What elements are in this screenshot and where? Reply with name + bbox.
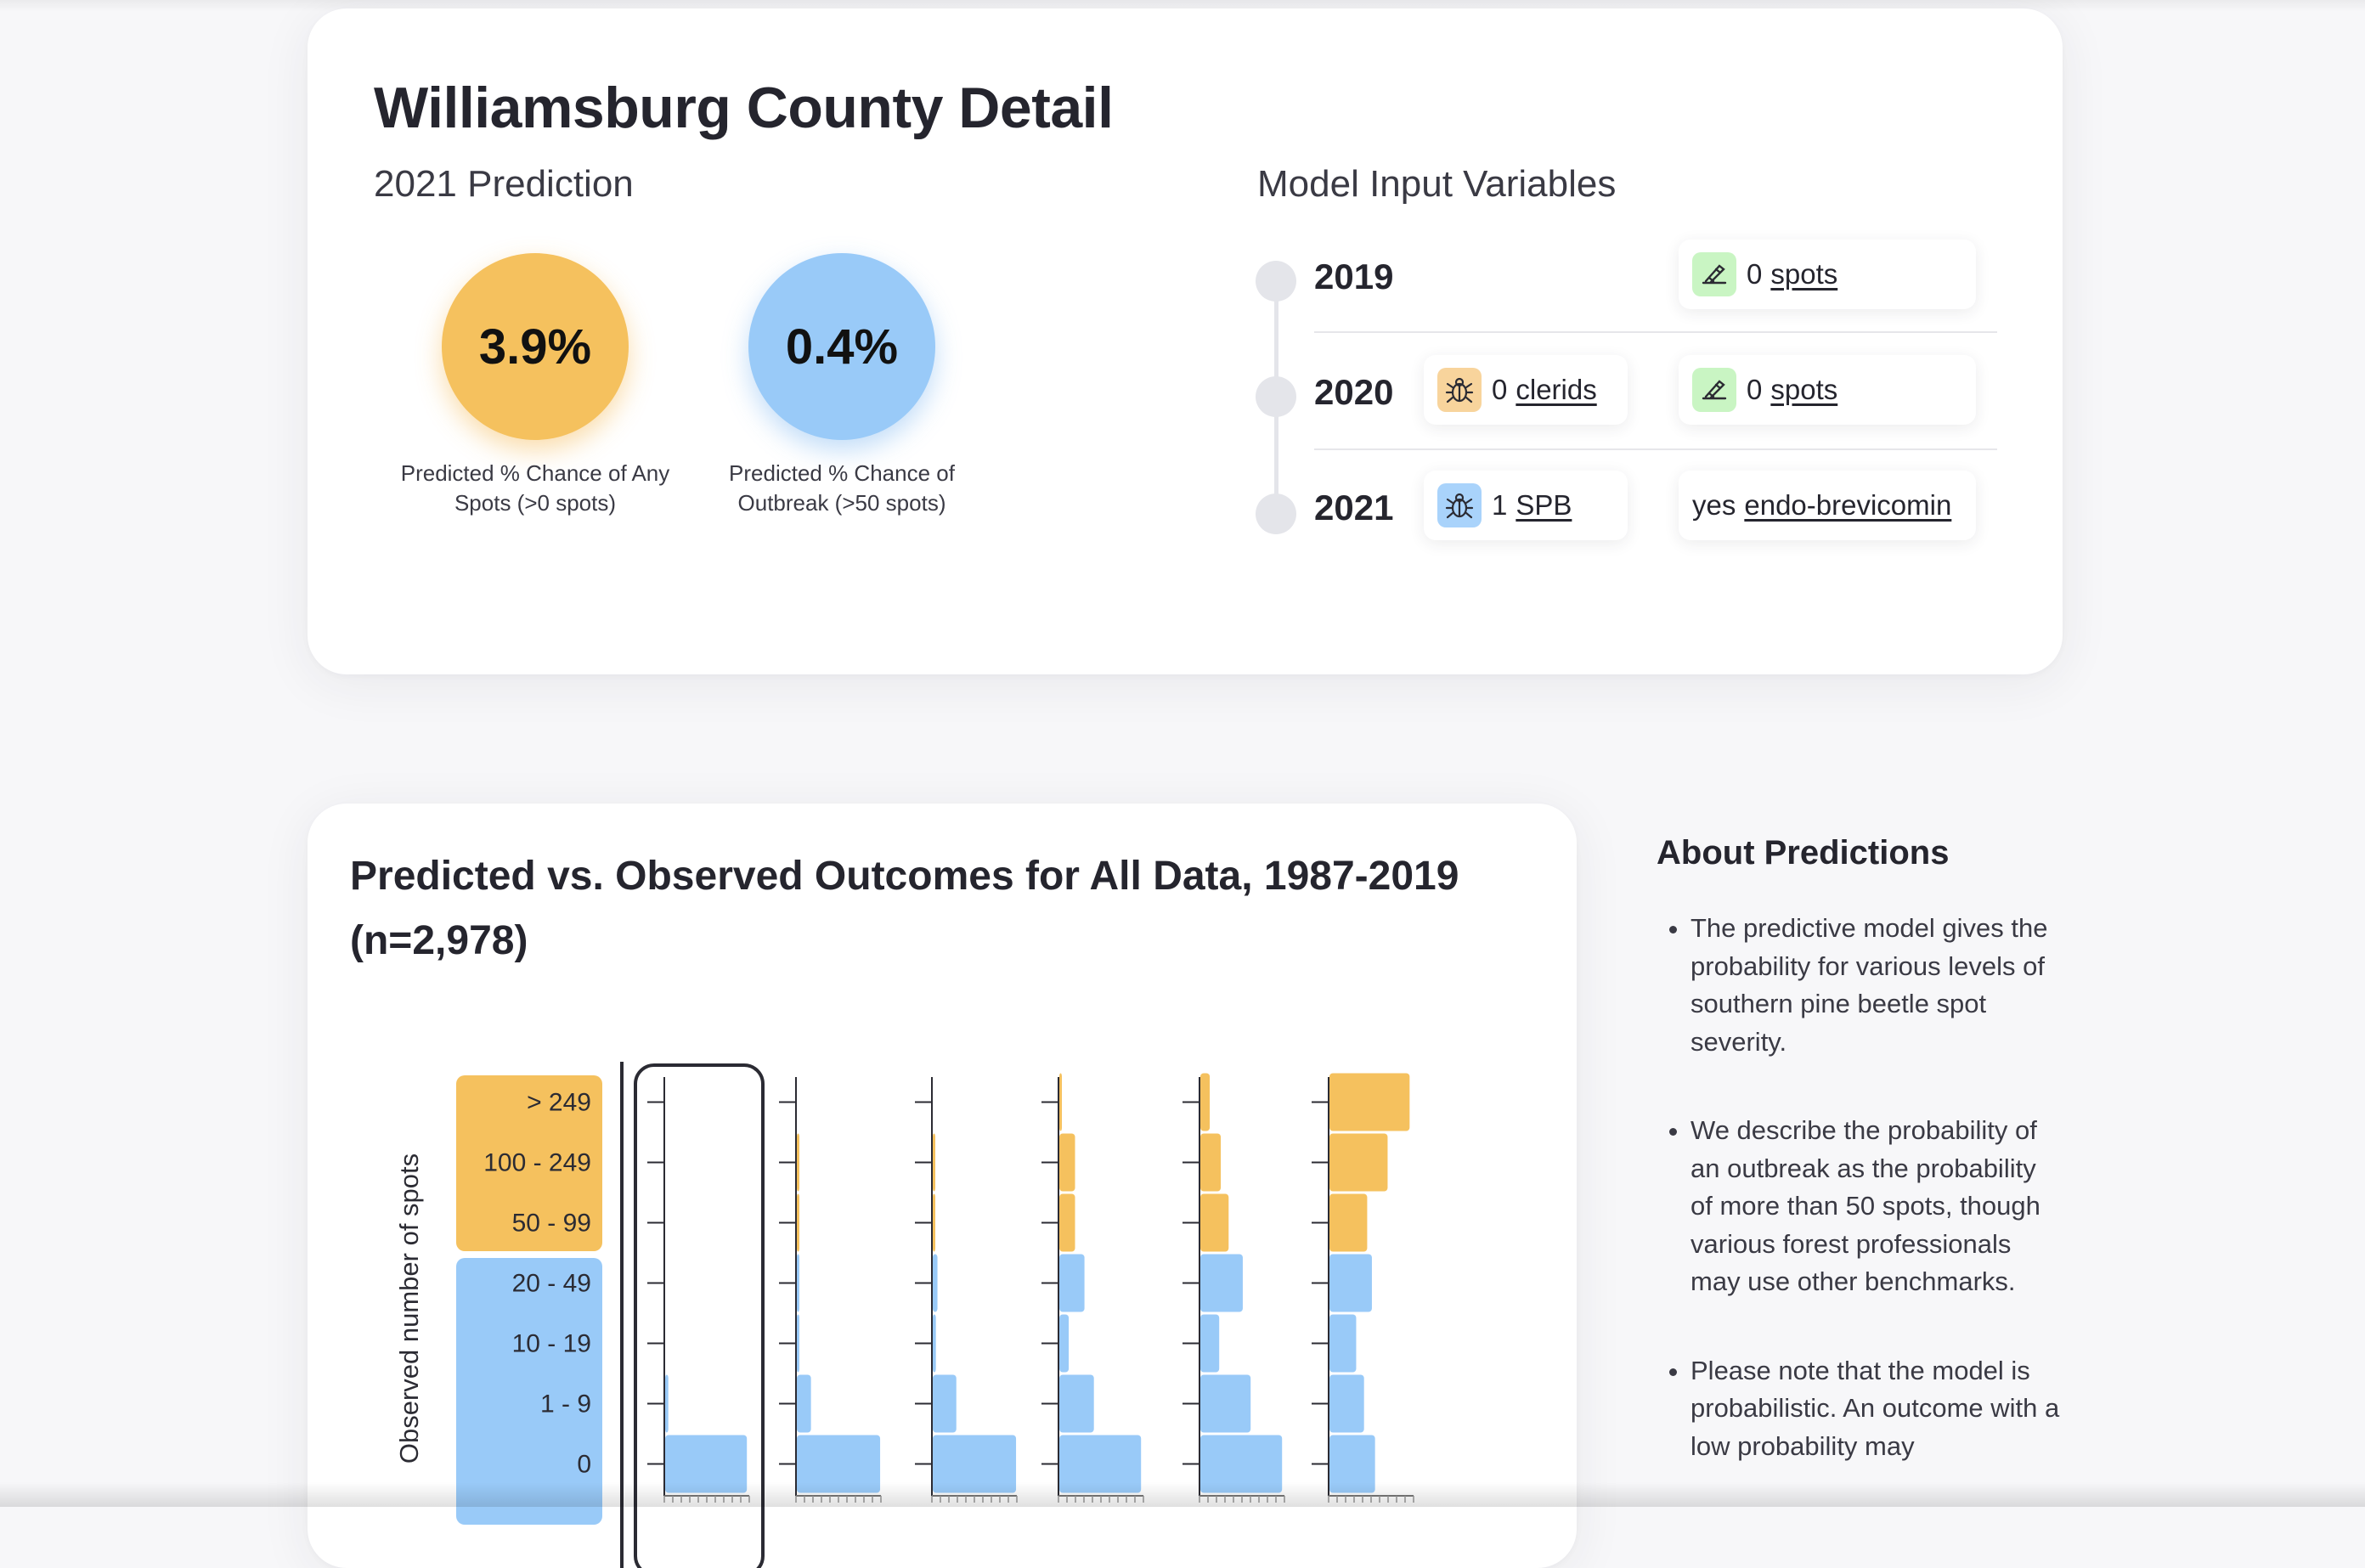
chip-2020-clerids: 0 clerids bbox=[1424, 355, 1628, 425]
year-2019: 2019 bbox=[1314, 257, 1394, 296]
timeline-dot-2019 bbox=[1256, 261, 1296, 302]
category-band-low bbox=[456, 1258, 602, 1525]
any-spots-caption: Predicted % Chance of Any Spots (>0 spot… bbox=[400, 460, 670, 516]
outcomes-chart: Observed number of spots > 249 100 - 249 50… bbox=[394, 1062, 1414, 1568]
chart-title: Predicted vs. Observed Outcomes for All … bbox=[350, 854, 1459, 963]
chip-2021-endo-brevicomin: yes endo-brevicomin bbox=[1679, 471, 1976, 540]
predicted-vs-observed-card: Predicted vs. Observed Outcomes for All … bbox=[308, 804, 1577, 1568]
highlighted-column-frame bbox=[634, 1063, 765, 1568]
category-label: 100 - 249 bbox=[483, 1149, 591, 1177]
bar-6 bbox=[665, 1435, 748, 1493]
y-axis-label: Observed number of spots bbox=[394, 1153, 424, 1464]
spots-count: 0 bbox=[1747, 258, 1763, 290]
timeline-dot-2020 bbox=[1256, 376, 1296, 417]
bar-2 bbox=[1059, 1193, 1075, 1252]
bar-3 bbox=[797, 1254, 799, 1312]
endo-brevicomin-link[interactable]: endo-brevicomin bbox=[1744, 489, 1952, 521]
chip-2020-spots: 0 spots bbox=[1679, 355, 1976, 425]
outbreak-caption: Predicted % Chance of Outbreak (>50 spot… bbox=[729, 460, 955, 516]
bar-6 bbox=[1329, 1435, 1375, 1493]
bar-1 bbox=[933, 1133, 935, 1192]
category-label: 50 - 99 bbox=[512, 1210, 591, 1238]
bar-0 bbox=[1059, 1073, 1062, 1131]
spb-link[interactable]: SPB bbox=[1516, 489, 1572, 521]
bar-4 bbox=[1059, 1314, 1070, 1373]
about-item: We describe the probability of an outbre… bbox=[1690, 1112, 2064, 1301]
prediction-heading: 2021 Prediction bbox=[374, 163, 634, 205]
category-label: > 249 bbox=[527, 1089, 591, 1117]
year-2021: 2021 bbox=[1314, 488, 1394, 527]
spots-link[interactable]: spots bbox=[1770, 374, 1838, 405]
bottom-shadow bbox=[0, 1482, 2365, 1507]
bar-4 bbox=[1200, 1314, 1220, 1373]
clerids-link[interactable]: clerids bbox=[1516, 374, 1597, 405]
bar-5 bbox=[1059, 1374, 1094, 1433]
bar-2 bbox=[1200, 1193, 1229, 1252]
bar-0 bbox=[1200, 1073, 1211, 1131]
bar-3 bbox=[933, 1254, 938, 1312]
bar-2 bbox=[933, 1193, 935, 1252]
clerid-beetle-icon bbox=[1437, 368, 1482, 412]
bar-5 bbox=[665, 1374, 669, 1433]
bar-3 bbox=[1329, 1254, 1372, 1312]
spots-link[interactable]: spots bbox=[1770, 258, 1838, 290]
chip-2021-spb: 1 SPB bbox=[1424, 471, 1628, 540]
spots-count: 0 bbox=[1747, 374, 1763, 405]
outbreak-probability: 0.4% bbox=[748, 253, 935, 440]
spb-count: 1 bbox=[1492, 489, 1508, 521]
bar-0 bbox=[1329, 1073, 1410, 1131]
bar-2 bbox=[1329, 1193, 1368, 1252]
category-label: 20 - 49 bbox=[512, 1270, 591, 1298]
timeline-divider bbox=[1314, 448, 1997, 450]
bar-2 bbox=[797, 1193, 799, 1252]
category-label: 1 - 9 bbox=[540, 1390, 591, 1419]
bar-1 bbox=[797, 1133, 799, 1192]
endo-value: yes bbox=[1692, 489, 1736, 521]
model-input-heading: Model Input Variables bbox=[1257, 163, 1617, 205]
spots-icon bbox=[1692, 252, 1736, 296]
about-title: About Predictions bbox=[1657, 834, 1950, 871]
about-predictions: About Predictions The predictive model g… bbox=[1657, 834, 2064, 1516]
bar-1 bbox=[1200, 1133, 1222, 1192]
bar-3 bbox=[1200, 1254, 1243, 1312]
category-label: 10 - 19 bbox=[512, 1330, 591, 1358]
timeline-dot-2021 bbox=[1256, 494, 1296, 534]
bar-6 bbox=[933, 1435, 1017, 1493]
category-band-outbreak bbox=[456, 1075, 602, 1251]
spots-icon bbox=[1692, 368, 1736, 412]
category-label: 0 bbox=[577, 1451, 591, 1479]
county-detail-card: Williamsburg County Detail 2021 Predicti… bbox=[308, 8, 2063, 674]
bar-5 bbox=[797, 1374, 811, 1433]
about-item: Please note that the model is probabilis… bbox=[1690, 1352, 2064, 1466]
clerids-count: 0 bbox=[1492, 374, 1508, 405]
bar-3 bbox=[1059, 1254, 1085, 1312]
year-2020: 2020 bbox=[1314, 372, 1394, 412]
bar-6 bbox=[1200, 1435, 1283, 1493]
bar-5 bbox=[1200, 1374, 1251, 1433]
timeline-divider bbox=[1314, 331, 1997, 333]
spb-beetle-icon bbox=[1437, 483, 1482, 527]
bar-4 bbox=[933, 1314, 936, 1373]
about-item: The predictive model gives the probabili… bbox=[1690, 910, 2064, 1061]
page-title: Williamsburg County Detail bbox=[374, 76, 1114, 140]
chip-2019-spots: 0 spots bbox=[1679, 240, 1976, 309]
about-list: The predictive model gives the probabili… bbox=[1657, 910, 2064, 1465]
any-spots-probability: 3.9% bbox=[442, 253, 629, 440]
bar-1 bbox=[1059, 1133, 1075, 1192]
bar-5 bbox=[933, 1374, 957, 1433]
bar-5 bbox=[1329, 1374, 1364, 1433]
bar-6 bbox=[1059, 1435, 1142, 1493]
bar-6 bbox=[797, 1435, 881, 1493]
bar-4 bbox=[797, 1314, 799, 1373]
bar-4 bbox=[1329, 1314, 1357, 1373]
bar-1 bbox=[1329, 1133, 1388, 1192]
